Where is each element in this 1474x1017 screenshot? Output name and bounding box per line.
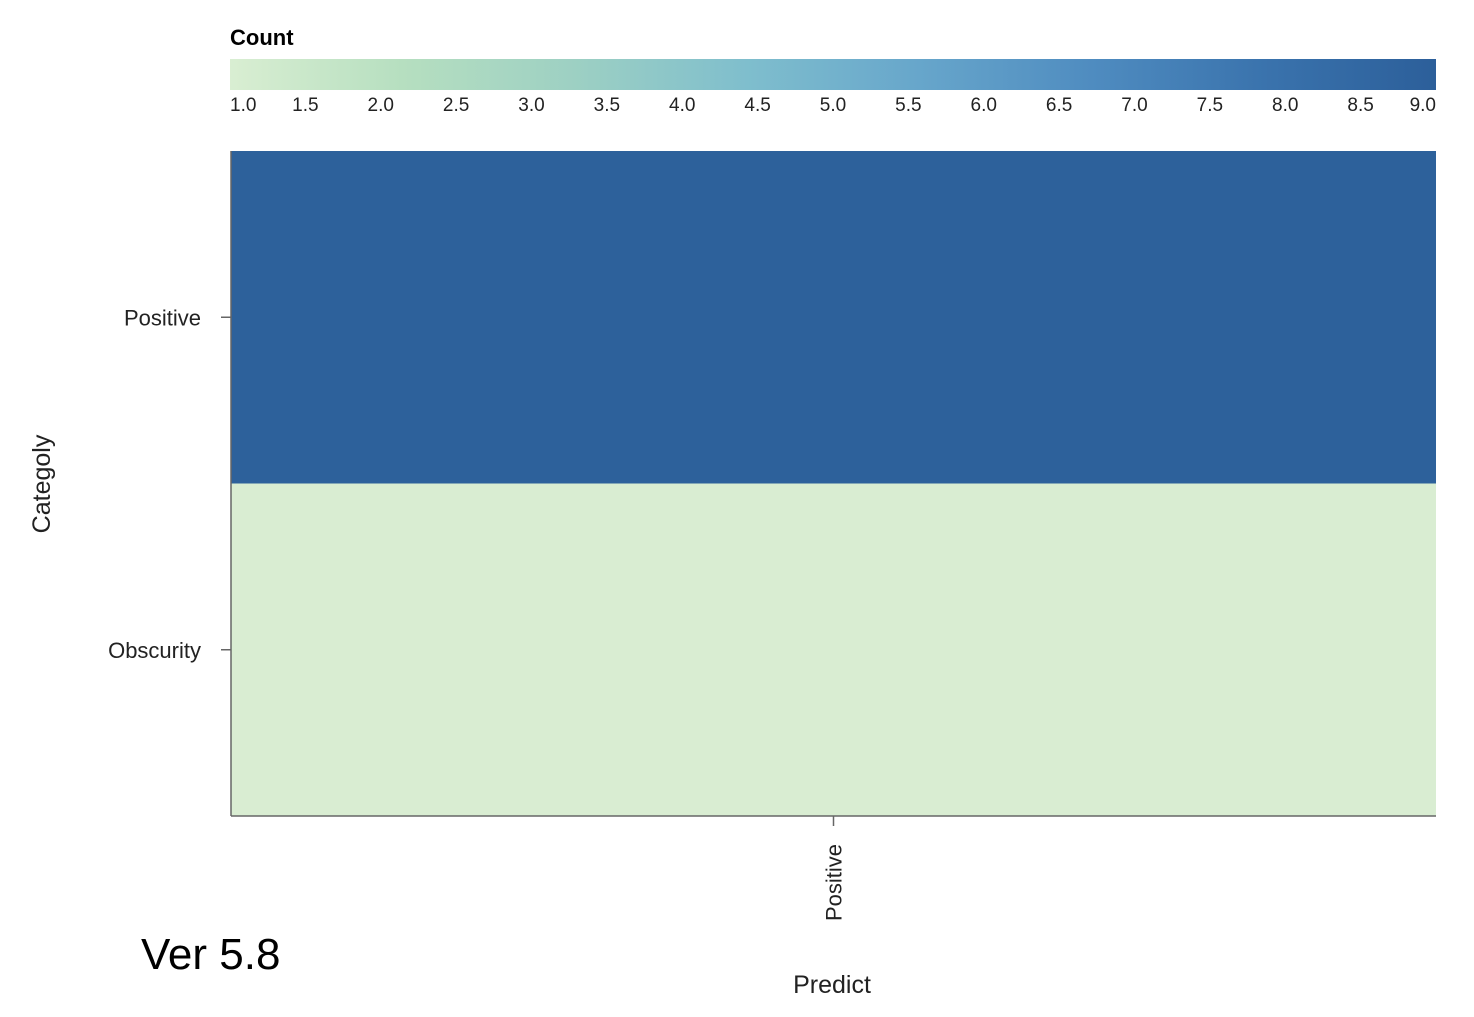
y-axis-ticks: Positive Obscurity bbox=[108, 305, 231, 663]
version-label: Ver 5.8 bbox=[141, 930, 281, 979]
colorbar-tick-label: 6.5 bbox=[1046, 95, 1072, 116]
y-axis-label: Categoly bbox=[28, 434, 56, 533]
colorbar-tick-label: 6.0 bbox=[971, 95, 997, 116]
colorbar-tick-label: 5.5 bbox=[895, 95, 921, 116]
colorbar-tick-label: 8.5 bbox=[1347, 95, 1373, 116]
heatmap-cells bbox=[231, 151, 1436, 816]
y-tick-label: Positive bbox=[124, 305, 201, 330]
colorbar-tick-label: 3.5 bbox=[594, 95, 620, 116]
colorbar-tick-label: 8.0 bbox=[1272, 95, 1298, 116]
x-axis-label: Predict bbox=[793, 971, 871, 999]
x-tick-label: Positive bbox=[822, 844, 847, 921]
x-axis-ticks: Positive bbox=[822, 816, 847, 921]
heatmap-cell bbox=[231, 483, 1436, 816]
colorbar-tick-label: 3.0 bbox=[518, 95, 544, 116]
colorbar-title: Count bbox=[230, 25, 294, 50]
colorbar-tick-label: 2.5 bbox=[443, 95, 469, 116]
heatmap-cell bbox=[231, 151, 1436, 484]
colorbar-tick-label: 4.5 bbox=[744, 95, 770, 116]
colorbar-tick-label: 1.0 bbox=[230, 95, 256, 116]
colorbar-tick-label: 5.0 bbox=[820, 95, 846, 116]
colorbar-tick-label: 2.0 bbox=[368, 95, 394, 116]
colorbar bbox=[230, 59, 1436, 90]
colorbar-ticks: 1.0 1.5 2.0 2.5 3.0 3.5 4.0 4.5 5.0 5.5 6.0 6.5 7.0 7… bbox=[230, 95, 1436, 116]
colorbar-tick-label: 9.0 bbox=[1410, 95, 1436, 116]
colorbar-tick-label: 7.0 bbox=[1121, 95, 1147, 116]
colorbar-tick-label: 4.0 bbox=[669, 95, 695, 116]
y-tick-label: Obscurity bbox=[108, 638, 201, 663]
colorbar-tick-label: 7.5 bbox=[1197, 95, 1223, 116]
colorbar-tick-label: 1.5 bbox=[292, 95, 318, 116]
